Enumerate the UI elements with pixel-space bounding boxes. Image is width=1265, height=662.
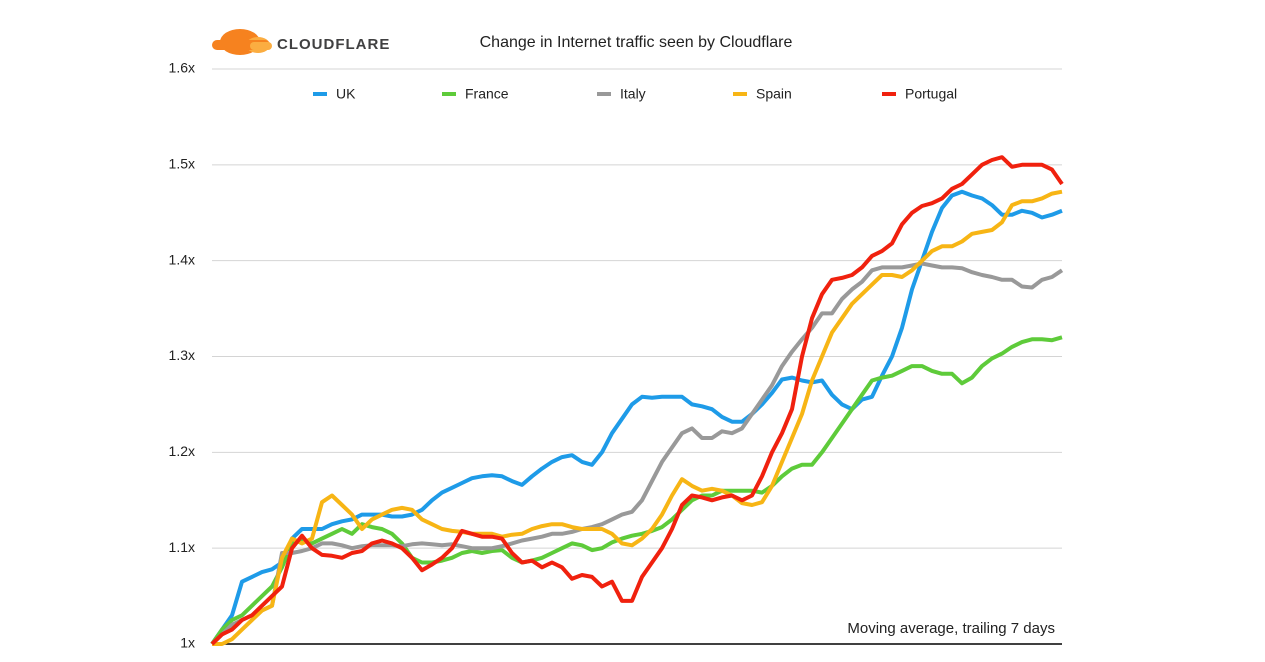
legend-label: Italy xyxy=(620,86,646,102)
series-line xyxy=(210,155,1064,646)
y-tick-label: 1.5x xyxy=(169,156,195,172)
y-tick-label: 1x xyxy=(180,635,195,651)
chart-title: Change in Internet traffic seen by Cloud… xyxy=(480,34,793,51)
legend-label: UK xyxy=(336,86,356,102)
logo-cloud xyxy=(212,29,272,55)
logo-text: CLOUDFLARE xyxy=(277,36,390,53)
series-line xyxy=(212,189,1063,646)
y-tick-label: 1.4x xyxy=(169,251,195,267)
annotation: Moving average, trailing 7 days xyxy=(847,620,1055,637)
y-tick-label: 1.6x xyxy=(169,60,195,76)
series-line xyxy=(210,335,1063,646)
legend-label: Portugal xyxy=(905,86,957,102)
y-tick-label: 1.2x xyxy=(169,443,195,459)
legend-label: Spain xyxy=(756,86,792,102)
y-tick-label: 1.1x xyxy=(169,539,195,555)
legend-label: France xyxy=(465,86,509,102)
series-line xyxy=(210,189,1063,646)
y-tick-label: 1.3x xyxy=(169,347,195,363)
